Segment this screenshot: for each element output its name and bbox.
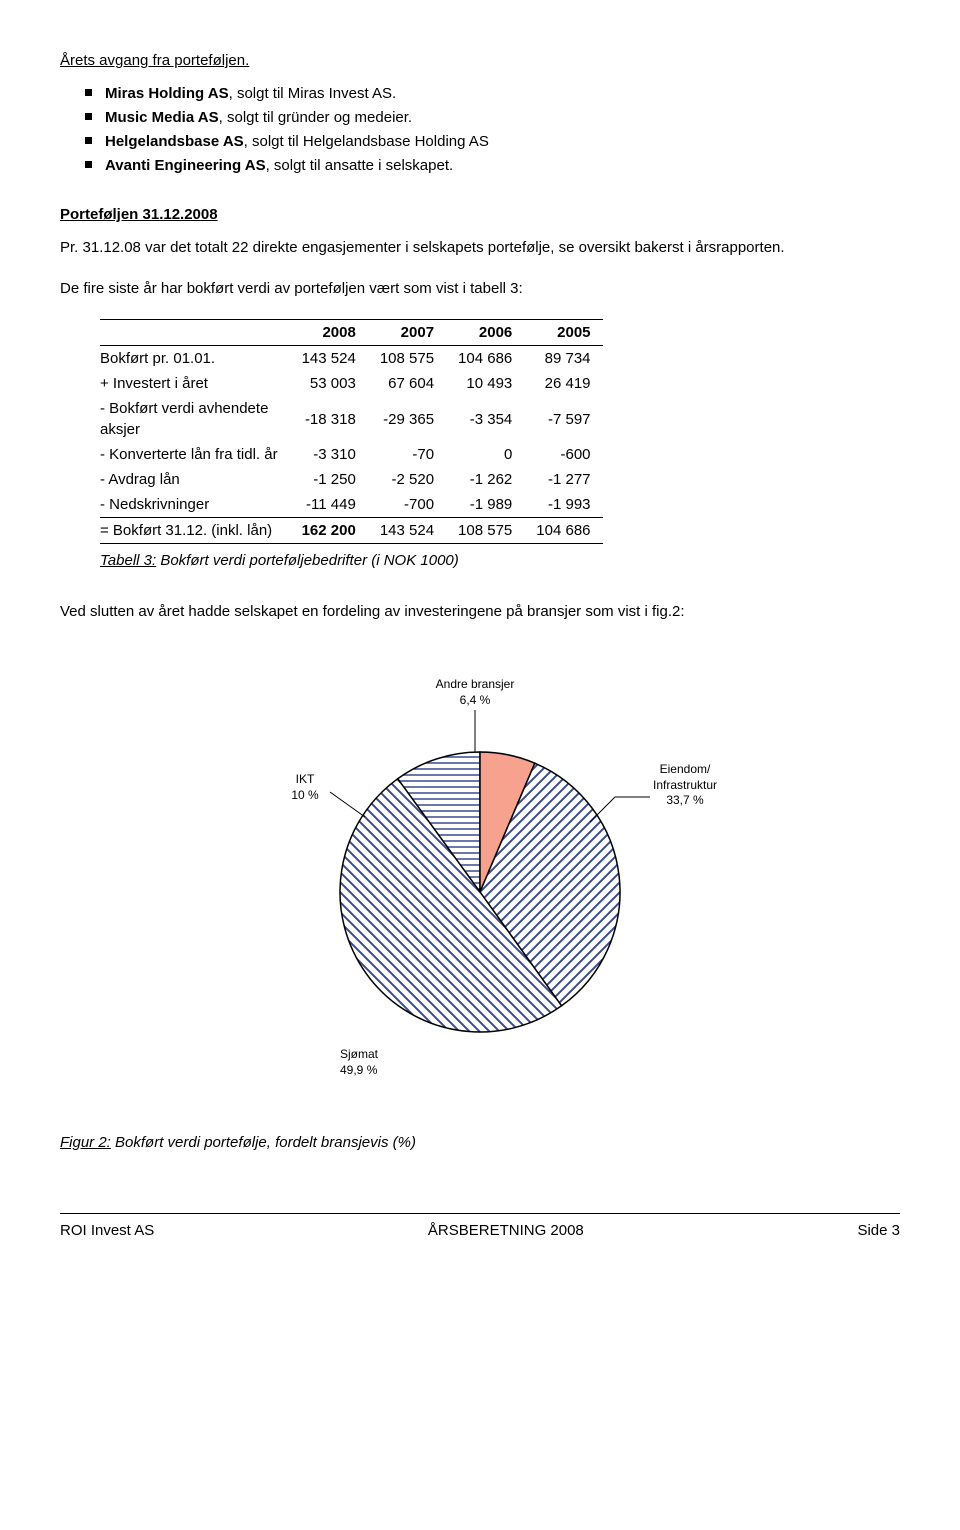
table-cell: - Avdrag lån bbox=[100, 467, 290, 492]
table-cell: - Bokført verdi avhendeteaksjer bbox=[100, 396, 290, 442]
table-cell: -1 993 bbox=[524, 492, 602, 518]
pie-label-line: 6,4 % bbox=[460, 693, 491, 707]
table-cell: -70 bbox=[368, 442, 446, 467]
bullet-bold: Helgelandsbase AS bbox=[105, 133, 244, 150]
table-cell: = Bokført 31.12. (inkl. lån) bbox=[100, 518, 290, 544]
pie-label-andre: Andre bransjer 6,4 % bbox=[420, 677, 530, 708]
table-row: - Konverterte lån fra tidl. år -3 310 -7… bbox=[100, 442, 603, 467]
table-header-row: 2008 2007 2006 2005 bbox=[100, 320, 603, 346]
table-cell: -7 597 bbox=[524, 396, 602, 442]
table-header-cell: 2005 bbox=[524, 320, 602, 346]
table-cell: -3 354 bbox=[446, 396, 524, 442]
pie-label-line: Andre bransjer bbox=[436, 677, 515, 691]
table-cell: -1 262 bbox=[446, 467, 524, 492]
pie-label-line: Infrastruktur bbox=[653, 778, 717, 792]
pie-label-eiendom: Eiendom/ Infrastruktur 33,7 % bbox=[640, 762, 730, 809]
bullet-bold: Avanti Engineering AS bbox=[105, 157, 266, 174]
pie-chart: Andre bransjer 6,4 % Eiendom/ Infrastruk… bbox=[220, 652, 740, 1092]
table-cell: 26 419 bbox=[524, 371, 602, 396]
table-cell: 104 686 bbox=[446, 346, 524, 372]
bullet-item: Miras Holding AS, solgt til Miras Invest… bbox=[105, 83, 900, 104]
bullet-item: Helgelandsbase AS, solgt til Helgelandsb… bbox=[105, 131, 900, 152]
table-cell: -1 277 bbox=[524, 467, 602, 492]
pie-label-line: 33,7 % bbox=[666, 793, 703, 807]
section2-title: Porteføljen 31.12.2008 bbox=[60, 204, 900, 225]
bullet-bold: Miras Holding AS bbox=[105, 85, 229, 102]
paragraph: Pr. 31.12.08 var det totalt 22 direkte e… bbox=[60, 237, 900, 258]
pie-label-line: Sjømat bbox=[340, 1047, 378, 1061]
bullet-rest: , solgt til ansatte i selskapet. bbox=[266, 157, 454, 174]
pie-label-sjomat: Sjømat 49,9 % bbox=[340, 1047, 410, 1078]
footer-right: Side 3 bbox=[857, 1220, 900, 1241]
figure-caption-underline: Figur 2: bbox=[60, 1134, 111, 1151]
table-row: - Avdrag lån -1 250 -2 520 -1 262 -1 277 bbox=[100, 467, 603, 492]
table-cell: -600 bbox=[524, 442, 602, 467]
bullet-bold: Music Media AS bbox=[105, 109, 219, 126]
pie-svg bbox=[220, 652, 740, 1092]
bullet-rest: , solgt til Miras Invest AS. bbox=[229, 85, 397, 102]
caption-rest: Bokført verdi porteføljebedrifter (i NOK… bbox=[156, 552, 459, 569]
table-cell: -700 bbox=[368, 492, 446, 518]
table-cell: -29 365 bbox=[368, 396, 446, 442]
pie-label-line: 10 % bbox=[291, 788, 318, 802]
table-row: Bokført pr. 01.01. 143 524 108 575 104 6… bbox=[100, 346, 603, 372]
paragraph: De fire siste år har bokført verdi av po… bbox=[60, 278, 900, 299]
table-cell: 0 bbox=[446, 442, 524, 467]
table-cell: -18 318 bbox=[290, 396, 368, 442]
table-cell: -3 310 bbox=[290, 442, 368, 467]
table-header-cell: 2008 bbox=[290, 320, 368, 346]
page-footer: ROI Invest AS ÅRSBERETNING 2008 Side 3 bbox=[60, 1213, 900, 1241]
paragraph: Ved slutten av året hadde selskapet en f… bbox=[60, 601, 900, 622]
table-cell: 143 524 bbox=[290, 346, 368, 372]
bullet-rest: , solgt til Helgelandsbase Holding AS bbox=[244, 133, 489, 150]
table-row: - Bokført verdi avhendeteaksjer -18 318 … bbox=[100, 396, 603, 442]
table-cell: 10 493 bbox=[446, 371, 524, 396]
table-cell: 108 575 bbox=[368, 346, 446, 372]
pie-label-line: Eiendom/ bbox=[660, 762, 711, 776]
table-cell: 89 734 bbox=[524, 346, 602, 372]
table-header-cell bbox=[100, 320, 290, 346]
figure-caption: Figur 2: Bokført verdi portefølje, forde… bbox=[60, 1132, 900, 1153]
figure-caption-rest: Bokført verdi portefølje, fordelt bransj… bbox=[111, 1134, 416, 1151]
table-row: + Investert i året 53 003 67 604 10 493 … bbox=[100, 371, 603, 396]
table-cell: - Konverterte lån fra tidl. år bbox=[100, 442, 290, 467]
table-cell: Bokført pr. 01.01. bbox=[100, 346, 290, 372]
table-cell: -1 250 bbox=[290, 467, 368, 492]
pie-label-line: 49,9 % bbox=[340, 1063, 377, 1077]
table-header-cell: 2007 bbox=[368, 320, 446, 346]
bullet-item: Music Media AS, solgt til gründer og med… bbox=[105, 107, 900, 128]
table-caption: Tabell 3: Bokført verdi porteføljebedrif… bbox=[100, 550, 900, 571]
table-cell: 162 200 bbox=[290, 518, 368, 544]
table-cell: 53 003 bbox=[290, 371, 368, 396]
section1-title: Årets avgang fra porteføljen. bbox=[60, 50, 900, 71]
bullet-item: Avanti Engineering AS, solgt til ansatte… bbox=[105, 155, 900, 176]
table-cell: -1 989 bbox=[446, 492, 524, 518]
table-cell: 67 604 bbox=[368, 371, 446, 396]
table-cell: 143 524 bbox=[368, 518, 446, 544]
table-cell: -11 449 bbox=[290, 492, 368, 518]
table-header-cell: 2006 bbox=[446, 320, 524, 346]
table-cell: -2 520 bbox=[368, 467, 446, 492]
table-footer-row: = Bokført 31.12. (inkl. lån) 162 200 143… bbox=[100, 518, 603, 544]
bullet-list: Miras Holding AS, solgt til Miras Invest… bbox=[60, 83, 900, 176]
pie-label-line: IKT bbox=[296, 772, 315, 786]
table-cell: 104 686 bbox=[524, 518, 602, 544]
pie-label-ikt: IKT 10 % bbox=[280, 772, 330, 803]
footer-center: ÅRSBERETNING 2008 bbox=[428, 1220, 584, 1241]
portfolio-table: 2008 2007 2006 2005 Bokført pr. 01.01. 1… bbox=[100, 319, 603, 544]
caption-underline: Tabell 3: bbox=[100, 552, 156, 569]
table-cell: + Investert i året bbox=[100, 371, 290, 396]
bullet-rest: , solgt til gründer og medeier. bbox=[219, 109, 412, 126]
table-cell: - Nedskrivninger bbox=[100, 492, 290, 518]
table-cell: 108 575 bbox=[446, 518, 524, 544]
footer-left: ROI Invest AS bbox=[60, 1220, 154, 1241]
table-row: - Nedskrivninger -11 449 -700 -1 989 -1 … bbox=[100, 492, 603, 518]
